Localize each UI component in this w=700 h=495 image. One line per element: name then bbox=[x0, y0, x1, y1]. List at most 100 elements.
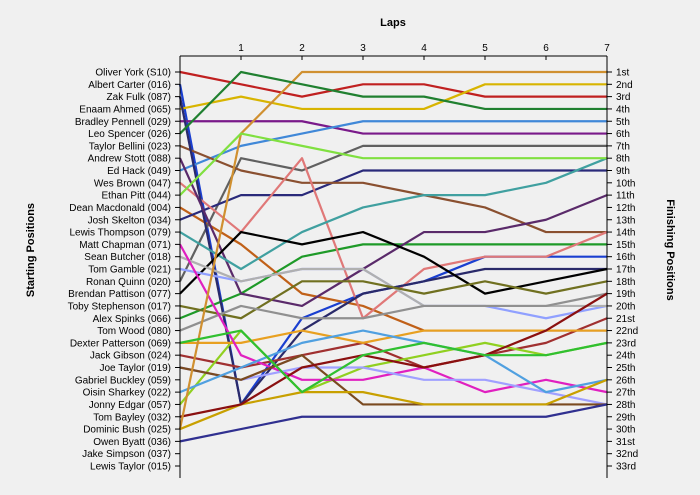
finish-position-label: 22nd bbox=[616, 326, 638, 337]
start-position-label: Andrew Stott (088) bbox=[88, 154, 171, 165]
start-position-label: Albert Carter (016) bbox=[88, 80, 171, 91]
finish-position-label: 32nd bbox=[616, 449, 638, 460]
start-position-label: Bradley Pennell (029) bbox=[75, 117, 171, 128]
finish-position-label: 17th bbox=[616, 265, 635, 276]
start-position-label: Oliver York (S10) bbox=[95, 68, 171, 79]
start-position-label: Josh Skelton (034) bbox=[88, 215, 171, 226]
series-line bbox=[179, 157, 608, 320]
x-tick-label: 5 bbox=[482, 43, 488, 54]
x-tick-label: 3 bbox=[360, 43, 366, 54]
start-position-label: Leo Spencer (026) bbox=[88, 129, 171, 140]
x-tick-label: 6 bbox=[543, 43, 549, 54]
finish-position-label: 33rd bbox=[616, 462, 636, 473]
finish-position-label: 21st bbox=[616, 314, 635, 325]
series-line bbox=[179, 280, 608, 320]
series-line bbox=[179, 70, 607, 98]
start-position-label: Zak Fulk (087) bbox=[107, 92, 171, 103]
finish-position-label: 15th bbox=[616, 240, 635, 251]
finish-position-label: 9th bbox=[616, 166, 630, 177]
finish-position-label: 29th bbox=[616, 412, 635, 423]
finish-position-label: 25th bbox=[616, 363, 635, 374]
series-line bbox=[179, 329, 608, 394]
x-tick-label: 4 bbox=[421, 43, 427, 54]
series-line bbox=[179, 329, 608, 394]
finish-position-label: 27th bbox=[616, 388, 635, 399]
start-position-label: Matt Chapman (071) bbox=[79, 240, 171, 251]
x-tick-label: 2 bbox=[299, 43, 305, 54]
series-line bbox=[178, 157, 608, 308]
finish-position-label: 28th bbox=[616, 400, 635, 411]
series-line bbox=[179, 292, 608, 332]
finish-position-label: 8th bbox=[616, 154, 630, 165]
start-position-label: Ethan Pitt (044) bbox=[102, 191, 171, 202]
start-position-label: Lewis Thompson (079) bbox=[69, 228, 171, 239]
y2-axis-title: Finishing Positions bbox=[664, 199, 676, 300]
series-line bbox=[179, 230, 608, 295]
start-position-label: Alex Spinks (066) bbox=[93, 314, 171, 325]
finish-position-label: 3rd bbox=[616, 92, 630, 103]
y-axis-title: Starting Positions bbox=[25, 203, 37, 297]
start-position-label: Toby Stephenson (017) bbox=[68, 301, 171, 312]
series-line bbox=[179, 366, 608, 406]
series-line bbox=[179, 120, 607, 172]
finish-position-label: 18th bbox=[616, 277, 635, 288]
finish-position-label: 5th bbox=[616, 117, 630, 128]
x-tick-label: 7 bbox=[604, 43, 610, 54]
start-position-label: Dexter Patterson (069) bbox=[70, 338, 171, 349]
series-line bbox=[178, 70, 607, 430]
start-position-label: Gabriel Buckley (059) bbox=[75, 375, 171, 386]
start-position-label: Owen Byatt (036) bbox=[93, 437, 171, 448]
series-line bbox=[179, 83, 607, 111]
start-position-label: Taylor Bellini (023) bbox=[89, 141, 171, 152]
series-line bbox=[179, 144, 607, 234]
series-line bbox=[179, 132, 607, 196]
start-position-label: Wes Brown (047) bbox=[94, 178, 171, 189]
start-position-label: Dean Macdonald (004) bbox=[69, 203, 171, 214]
finish-position-label: 10th bbox=[616, 178, 635, 189]
finish-position-label: 12th bbox=[616, 203, 635, 214]
finish-position-label: 16th bbox=[616, 252, 635, 263]
finish-position-label: 2nd bbox=[616, 80, 633, 91]
start-position-label: Tom Wood (080) bbox=[97, 326, 171, 337]
finish-position-label: 7th bbox=[616, 141, 630, 152]
labels: 1 2 3 4 5 6 7 Oliver York (S10)Albert Carter (0… bbox=[68, 43, 639, 473]
series-line bbox=[180, 120, 607, 135]
finish-position-label: 6th bbox=[616, 129, 630, 140]
series-line bbox=[179, 403, 608, 443]
start-position-label: Lewis Taylor (015) bbox=[90, 462, 171, 473]
finish-position-label: 4th bbox=[616, 104, 630, 115]
finish-position-label: 19th bbox=[616, 289, 635, 300]
start-position-label: Tom Gamble (021) bbox=[88, 265, 171, 276]
finish-position-label: 13th bbox=[616, 215, 635, 226]
start-position-label: Ed Hack (049) bbox=[107, 166, 171, 177]
finish-position-label: 11th bbox=[616, 191, 635, 202]
series-line bbox=[179, 378, 608, 431]
series-line bbox=[179, 157, 608, 271]
start-position-label: Brendan Pattison (077) bbox=[68, 289, 171, 300]
finish-position-label: 31st bbox=[616, 437, 635, 448]
series-line bbox=[179, 144, 607, 282]
finish-position-label: 20th bbox=[616, 301, 635, 312]
series-line bbox=[179, 292, 608, 418]
series-line bbox=[179, 70, 607, 135]
series-line bbox=[179, 169, 607, 221]
start-position-label: Jake Simpson (037) bbox=[82, 449, 171, 460]
finish-position-label: 26th bbox=[616, 375, 635, 386]
finish-position-label: 1st bbox=[616, 68, 630, 79]
x-tick-label: 1 bbox=[238, 43, 244, 54]
start-position-label: Tom Bayley (032) bbox=[93, 412, 171, 423]
start-position-label: Jonny Edgar (057) bbox=[89, 400, 171, 411]
start-position-label: Joe Taylor (019) bbox=[99, 363, 171, 374]
series-line bbox=[179, 317, 608, 369]
finish-position-label: 24th bbox=[616, 351, 635, 362]
start-position-label: Ronan Quinn (020) bbox=[86, 277, 171, 288]
start-position-label: Jack Gibson (024) bbox=[90, 351, 171, 362]
start-position-label: Enaam Ahmed (065) bbox=[79, 104, 171, 115]
finish-position-label: 14th bbox=[616, 228, 635, 239]
finish-position-label: 30th bbox=[616, 425, 635, 436]
finish-position-label: 23rd bbox=[616, 338, 636, 349]
series-lines bbox=[178, 70, 608, 443]
start-position-label: Dominic Bush (025) bbox=[83, 425, 171, 436]
x-axis-title: Laps bbox=[380, 17, 406, 29]
